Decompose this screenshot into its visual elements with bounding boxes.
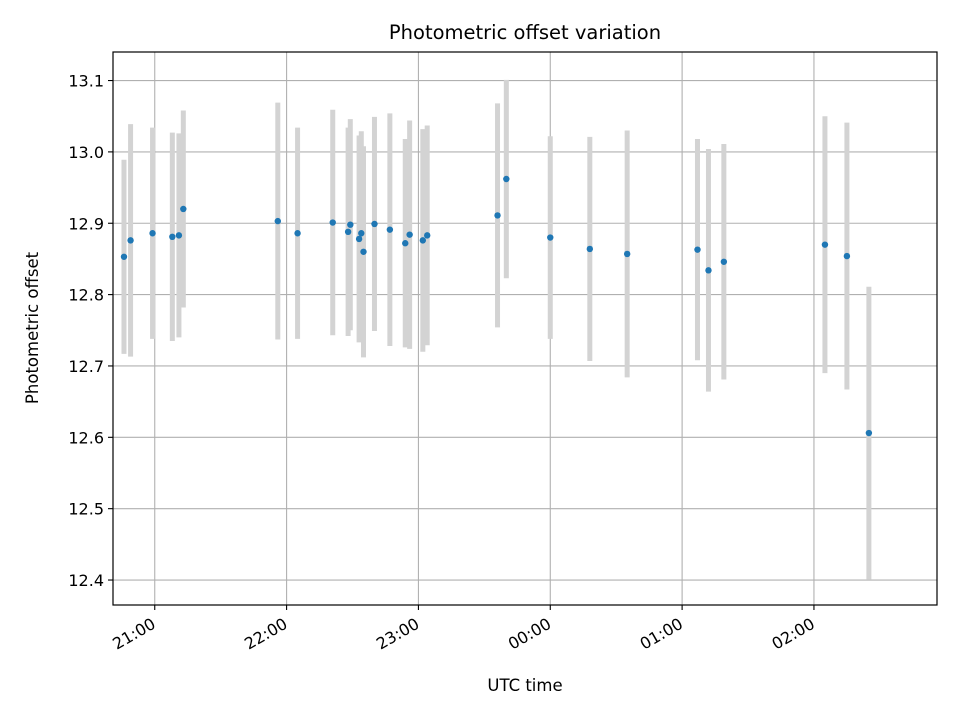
plot-frame	[112, 51, 938, 606]
data-point	[371, 220, 378, 228]
data-point	[694, 246, 701, 253]
x-axis-label: UTC time	[487, 676, 562, 695]
data-point	[358, 230, 365, 237]
data-point	[180, 205, 187, 213]
y-tick-label: 12.7	[68, 357, 104, 376]
y-tick-label: 12.6	[68, 428, 104, 447]
data-point	[705, 267, 712, 274]
data-point	[586, 245, 594, 253]
y-axis-ticks: 12.4 12.5 12.6 12.7 12.8 12.9 13.0 13.1	[68, 72, 113, 590]
data-point	[494, 212, 501, 219]
data-point	[865, 429, 873, 437]
data-point	[424, 232, 431, 239]
data-point	[406, 231, 413, 238]
data-point	[360, 248, 367, 255]
data-point	[274, 217, 281, 225]
data-point	[169, 233, 176, 241]
data-point	[386, 226, 394, 233]
data-point	[294, 230, 301, 237]
data-point	[419, 237, 427, 244]
data-point	[623, 250, 631, 258]
y-tick-label: 12.5	[68, 500, 104, 519]
data-point	[402, 240, 409, 247]
data-point	[127, 237, 134, 244]
y-axis-label: Photometric offset	[23, 251, 42, 404]
gridlines	[113, 52, 937, 605]
data-point	[503, 175, 510, 183]
data-point	[175, 232, 183, 239]
y-tick-label: 13.0	[68, 143, 104, 162]
data-point	[355, 235, 363, 243]
data-point	[344, 228, 352, 236]
data-points	[120, 175, 873, 437]
y-tick-label: 12.8	[68, 286, 104, 305]
data-point	[821, 241, 829, 248]
data-point	[149, 230, 156, 237]
data-point	[120, 253, 128, 260]
data-point	[547, 234, 554, 241]
data-point	[720, 258, 728, 265]
data-point	[329, 219, 336, 226]
data-point	[347, 221, 354, 228]
y-tick-label: 13.1	[68, 72, 104, 91]
data-point	[843, 252, 851, 260]
y-tick-label: 12.4	[68, 571, 104, 590]
chart-title: Photometric offset variation	[389, 21, 661, 44]
y-tick-label: 12.9	[68, 214, 104, 233]
